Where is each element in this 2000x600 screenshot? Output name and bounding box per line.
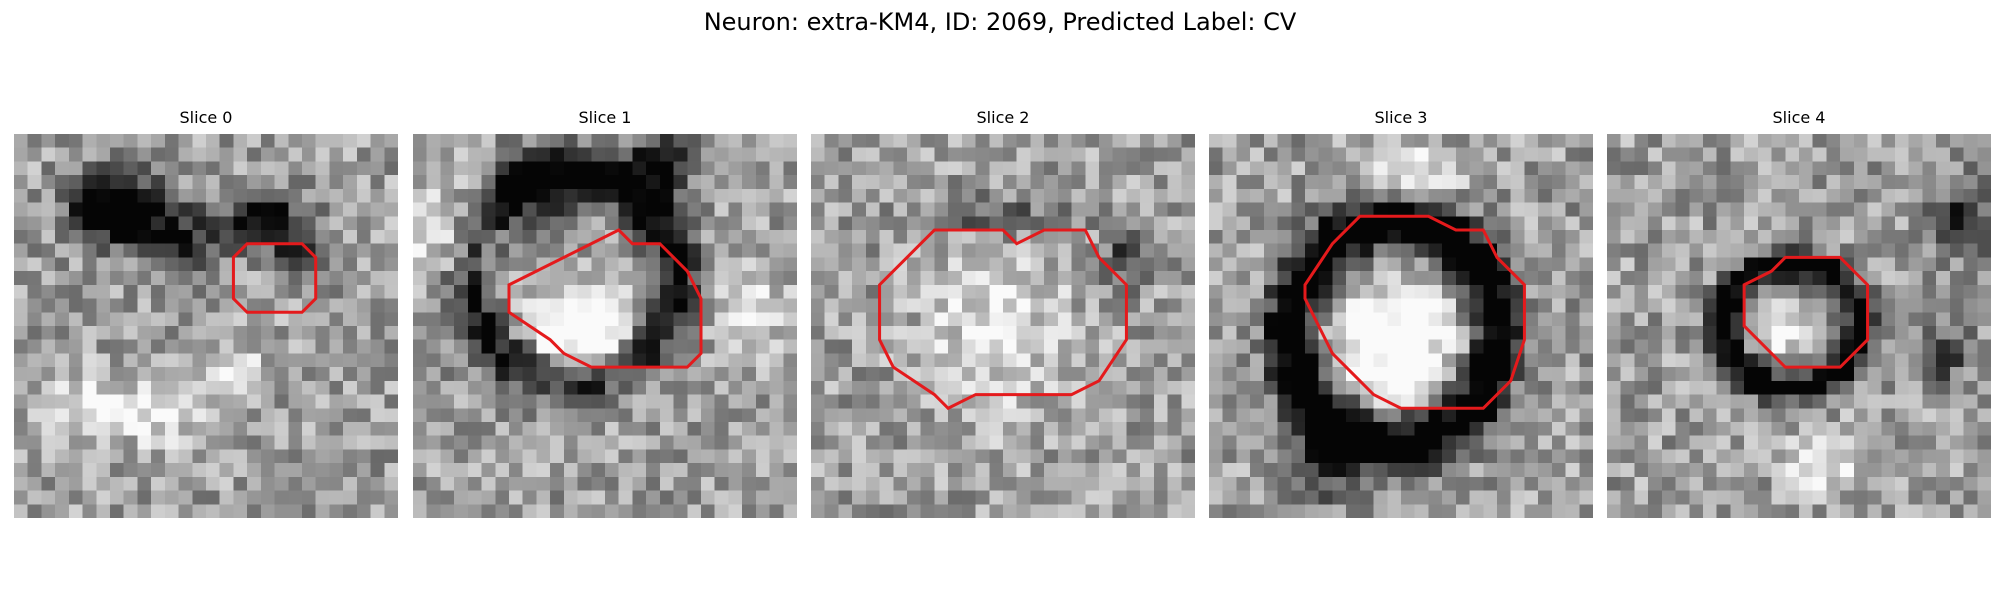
neuron-outline [878,228,1128,411]
microscopy-pixel-grid [1209,134,1593,518]
grayscale-pixels [413,134,797,518]
slice-image [413,134,797,518]
slice-panel-4: Slice 4 [1607,107,1991,518]
grayscale-pixels [1607,134,1991,518]
slice-image [1607,134,1991,518]
neuron-outline [507,228,703,369]
slice-panel-0: Slice 0 [14,107,398,518]
neuron-outline [1742,255,1870,369]
slice-title: Slice 2 [976,108,1030,127]
slice-panel-3: Slice 3 [1209,107,1593,518]
microscopy-pixel-grid [1607,134,1991,518]
microscopy-pixel-grid [413,134,797,518]
microscopy-pixel-grid [14,134,398,518]
slice-panel-2: Slice 2 [811,107,1195,518]
neuron-outline [231,242,318,314]
slice-title: Slice 3 [1374,108,1428,127]
slice-title: Slice 1 [578,108,632,127]
figure-title: Neuron: extra-KM4, ID: 2069, Predicted L… [703,8,1297,36]
slice-title: Slice 0 [179,108,233,127]
microscopy-pixel-grid [811,134,1195,518]
slice-image [811,134,1195,518]
grayscale-pixels [1209,134,1593,518]
slice-panel-1: Slice 1 [413,107,797,518]
slice-title: Slice 4 [1772,108,1826,127]
grayscale-pixels [811,134,1195,518]
neuron-outline [1303,214,1526,410]
slice-image [1209,134,1593,518]
grayscale-pixels [14,134,398,518]
slice-image [14,134,398,518]
